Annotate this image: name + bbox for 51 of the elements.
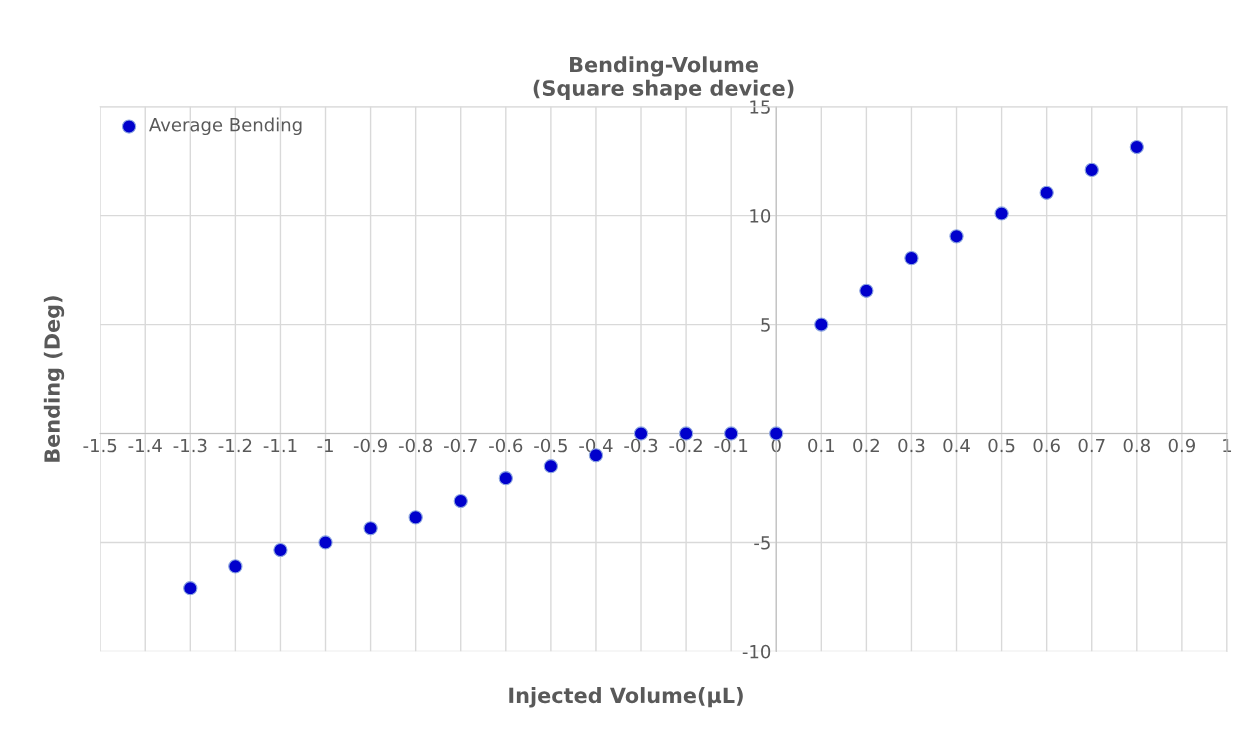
- x-tick-label: 0.5: [988, 438, 1015, 453]
- point: [1039, 185, 1054, 200]
- x-tick-label: -0.9: [353, 438, 387, 453]
- legend-label: Average Bending: [149, 117, 302, 136]
- x-tick-label: 0.1: [808, 438, 834, 453]
- x-tick-label: -1.2: [218, 438, 252, 453]
- y-axis-title: Bending (Deg): [43, 296, 65, 462]
- point: [228, 559, 243, 574]
- point: [183, 581, 198, 596]
- x-tick-label: -0.5: [534, 438, 567, 453]
- y-tick-label: -5: [754, 536, 770, 550]
- point: [543, 459, 559, 474]
- point: [273, 542, 288, 558]
- point: [814, 317, 829, 332]
- x-tick-label: -0.6: [489, 438, 523, 453]
- y-tick-label: 10: [750, 209, 771, 223]
- point: [1129, 139, 1144, 155]
- x-tick-label: 0.3: [898, 438, 925, 453]
- x-tick-label: -0.8: [398, 438, 433, 453]
- x-tick-label: 0.7: [1078, 438, 1105, 453]
- point: [1084, 162, 1099, 178]
- point: [318, 535, 333, 550]
- x-tick-label: -0.1: [714, 438, 748, 453]
- x-tick-label: 0.4: [943, 438, 970, 453]
- chart-title: Bending-Volume (Square shape device): [533, 56, 794, 100]
- x-tick-label: 0.6: [1033, 438, 1060, 453]
- point: [859, 283, 874, 298]
- point: [408, 510, 423, 525]
- y-tick-label: 15: [750, 100, 770, 114]
- point: [904, 250, 919, 266]
- x-tick-label: -1.3: [173, 438, 207, 453]
- point: [769, 426, 784, 441]
- point: [363, 521, 378, 536]
- y-tick-label: 5: [761, 318, 770, 332]
- x-tick-label: -1.1: [263, 438, 297, 453]
- x-tick-label: 0.2: [853, 438, 879, 453]
- x-tick-label: -0.3: [624, 438, 658, 453]
- point: [949, 229, 964, 244]
- x-tick-label: 0.9: [1168, 438, 1195, 453]
- x-tick-label: -0.7: [444, 438, 477, 453]
- y-tick-label: -10: [742, 644, 771, 659]
- x-tick-label: 0.8: [1123, 438, 1150, 453]
- point: [994, 206, 1009, 221]
- point: [498, 471, 513, 486]
- x-tick-label: -0.2: [669, 438, 702, 453]
- x-tick-label: 1: [1223, 438, 1232, 453]
- x-axis-title: Injected Volume(µL): [509, 687, 743, 708]
- point: [453, 493, 468, 509]
- x-tick-label: -1.4: [128, 438, 162, 453]
- x-tick-label: -1: [317, 438, 333, 453]
- x-tick-label: -1.5: [83, 438, 117, 453]
